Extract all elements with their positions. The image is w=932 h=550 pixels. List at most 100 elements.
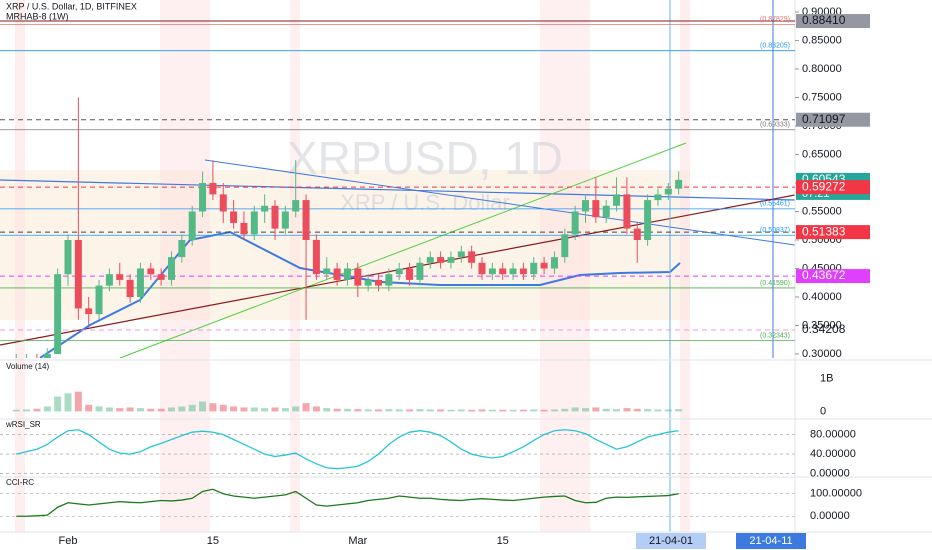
price-label: 0.34208 bbox=[802, 322, 846, 336]
volume-bar bbox=[540, 409, 548, 412]
candle-body bbox=[323, 268, 331, 275]
level-label: (0.69333) bbox=[760, 122, 790, 129]
y-tick-label: 0.35000 bbox=[802, 319, 842, 331]
candle-body bbox=[168, 257, 175, 280]
marker-label: 21-04-11 bbox=[749, 535, 792, 547]
candle-body bbox=[395, 268, 403, 275]
candle-body bbox=[116, 274, 124, 280]
y-tick-label: 0.00000 bbox=[810, 510, 850, 522]
level-label: (0.83205) bbox=[760, 43, 790, 50]
candle-body bbox=[468, 251, 476, 263]
volume-bar bbox=[623, 408, 631, 412]
candle-body bbox=[582, 200, 589, 212]
y-tick-label: 0.55000 bbox=[802, 205, 842, 217]
volume-bar bbox=[675, 409, 683, 412]
candle-body bbox=[281, 211, 289, 229]
watermark-subtitle: XRP / U.S. Dollar bbox=[340, 190, 510, 215]
volume-bar bbox=[240, 407, 248, 412]
volume-bar bbox=[178, 406, 186, 412]
price-label: 0.43672 bbox=[802, 268, 846, 282]
volume-bar bbox=[33, 408, 41, 412]
y-tick-label: 0.80000 bbox=[802, 63, 842, 75]
pane-title: wRSI_SR bbox=[5, 420, 41, 429]
volume-bar bbox=[416, 409, 424, 412]
candle-body bbox=[292, 200, 300, 212]
y-tick-label: 0 bbox=[820, 405, 826, 417]
volume-bar bbox=[219, 404, 227, 412]
backdrop bbox=[0, 0, 690, 532]
volume-bar bbox=[499, 409, 507, 412]
x-tick-label: Mar bbox=[348, 535, 367, 547]
candle-body bbox=[178, 239, 186, 258]
price-label: 0.59272 bbox=[802, 179, 846, 193]
volume-bar bbox=[281, 408, 289, 412]
volume-bar bbox=[271, 407, 279, 412]
volume-bar bbox=[343, 408, 351, 412]
volume-bar bbox=[74, 391, 82, 412]
y-tick-label: 0.30000 bbox=[802, 348, 842, 360]
candle-body bbox=[509, 268, 517, 275]
volume-bar bbox=[23, 409, 31, 412]
volume-bar bbox=[54, 396, 62, 412]
x-tick-label: 15 bbox=[497, 535, 509, 547]
pane-title: Volume (14) bbox=[6, 362, 49, 371]
candle-body bbox=[623, 194, 631, 229]
price-label-box bbox=[796, 180, 870, 195]
candle-body bbox=[416, 262, 424, 280]
candle-body bbox=[530, 262, 538, 275]
volume-bar bbox=[592, 407, 600, 412]
candle-body bbox=[209, 182, 217, 195]
volume-bar bbox=[582, 408, 589, 412]
marker-box bbox=[636, 533, 706, 549]
candle-body bbox=[571, 211, 579, 235]
price-label-box bbox=[796, 225, 870, 240]
candle-body bbox=[375, 279, 382, 286]
candle-body bbox=[592, 200, 600, 218]
candle-body bbox=[675, 179, 683, 189]
candle-body bbox=[240, 222, 248, 235]
chart-subtitle: MRHAB-8 (1W) bbox=[6, 11, 69, 21]
candle-body bbox=[488, 268, 496, 275]
candle-body bbox=[230, 211, 238, 223]
volume-bar bbox=[509, 409, 517, 412]
volume-bar bbox=[468, 409, 476, 412]
candle-body bbox=[540, 262, 548, 269]
volume-bar bbox=[664, 409, 672, 412]
level-label: (0.50837) bbox=[760, 227, 790, 234]
candle-body bbox=[157, 274, 165, 280]
candle-body bbox=[478, 262, 486, 275]
candle-body bbox=[333, 268, 341, 280]
volume-bar bbox=[333, 408, 341, 412]
candle-body bbox=[364, 279, 372, 286]
volume-bar bbox=[147, 408, 155, 412]
volume-bar bbox=[530, 409, 538, 412]
price-label-box bbox=[796, 112, 870, 127]
volume-bar bbox=[519, 409, 527, 412]
candle-body bbox=[271, 205, 279, 229]
volume-bar bbox=[95, 406, 103, 412]
volume-bar bbox=[116, 408, 124, 412]
main-pane bbox=[0, 20, 795, 358]
candle-body bbox=[550, 257, 558, 269]
candle-body bbox=[74, 239, 82, 309]
volume-bar bbox=[613, 409, 621, 412]
candle-body bbox=[354, 268, 362, 286]
marker-label: 21-04-01 bbox=[649, 535, 693, 547]
level-label: (0.32343) bbox=[760, 332, 790, 339]
volume-bar bbox=[571, 407, 579, 412]
cci-line bbox=[16, 488, 679, 517]
candle-body bbox=[126, 279, 134, 298]
candle-body bbox=[437, 257, 445, 263]
volume-bar bbox=[230, 406, 238, 412]
y-tick-label: 0.00000 bbox=[810, 467, 850, 479]
volume-bar bbox=[323, 408, 331, 412]
candle-body bbox=[85, 308, 93, 315]
pane-title: CCI-RC bbox=[6, 478, 34, 487]
chart-title: XRP / U.S. Dollar, 1D, BITFINEX bbox=[6, 1, 137, 11]
volume-bar bbox=[644, 409, 652, 412]
level-label: (0.41590) bbox=[760, 280, 790, 287]
volume-bar bbox=[395, 409, 403, 412]
volume-bar bbox=[550, 409, 558, 412]
volume-bar bbox=[168, 407, 175, 412]
